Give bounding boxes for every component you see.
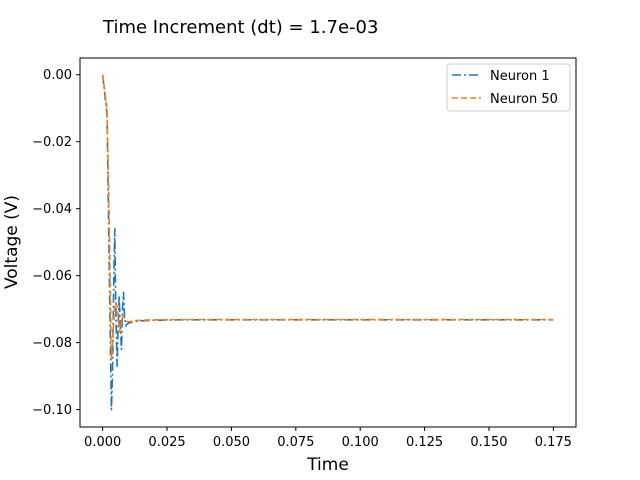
series-line-neuron-50 — [101, 74, 554, 361]
legend-label-neuron-1: Neuron 1 — [490, 69, 550, 84]
x-tick-label: 0.100 — [342, 435, 379, 450]
series-layer — [101, 74, 554, 411]
y-tick-label: −0.10 — [32, 403, 72, 418]
y-tick-label: −0.08 — [32, 336, 72, 351]
y-axis: 0.00 −0.02 −0.04 −0.06 −0.08 −0.10 — [32, 68, 80, 418]
plot-frame — [79, 57, 577, 428]
x-tick-label: 0.075 — [277, 435, 314, 450]
y-axis-label: Voltage (V) — [2, 195, 22, 289]
x-tick-label: 0.150 — [470, 435, 507, 450]
chart-title: Time Increment (dt) = 1.7e-03 — [102, 17, 378, 38]
x-tick-label: 0.175 — [535, 435, 572, 450]
series-line-neuron-1 — [101, 74, 554, 411]
y-tick-label: −0.04 — [32, 202, 72, 217]
x-tick-label: 0.025 — [148, 435, 185, 450]
plot-area — [79, 57, 577, 428]
y-tick-label: −0.02 — [32, 135, 72, 150]
legend-label-neuron-50: Neuron 50 — [490, 92, 558, 107]
legend: Neuron 1 Neuron 50 — [446, 63, 571, 112]
x-tick-label: 0.050 — [213, 435, 250, 450]
y-tick-label: 0.00 — [43, 68, 72, 83]
x-tick-label: 0.000 — [84, 435, 121, 450]
y-tick-label: −0.06 — [32, 269, 72, 284]
x-axis-label: Time — [306, 455, 349, 475]
x-axis: 0.000 0.025 0.050 0.075 0.100 0.125 0.150 0.175 — [84, 427, 572, 450]
x-tick-label: 0.125 — [406, 435, 443, 450]
